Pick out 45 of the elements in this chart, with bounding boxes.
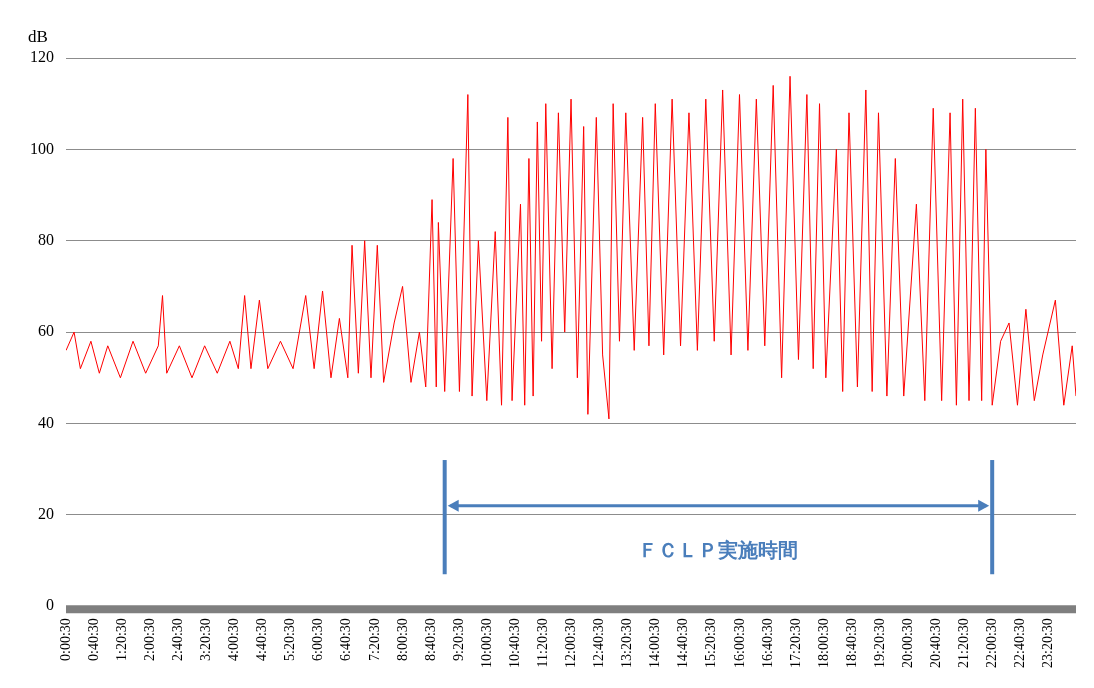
x-tick-label: 5:20:30 [282, 618, 298, 661]
x-tick-label: 14:00:30 [647, 618, 663, 668]
y-tick-label: 120 [30, 48, 54, 66]
annotation: ＦＣＬＰ実施時間 [638, 537, 799, 562]
x-tick-label: 8:40:30 [422, 618, 438, 661]
x-tick-label: 1:20:30 [113, 618, 129, 661]
x-tick-label: 13:20:30 [619, 618, 635, 668]
x-tick-label: 22:00:30 [984, 618, 1000, 668]
y-tick-label: 80 [38, 230, 54, 248]
x-tick-label: 22:40:30 [1012, 618, 1028, 668]
y-tick-label: 0 [46, 596, 54, 614]
x-tick-label: 11:20:30 [534, 618, 550, 668]
x-tick-label: 16:00:30 [731, 618, 747, 668]
x-tick-label: 12:00:30 [563, 618, 579, 668]
x-tick-label: 0:40:30 [85, 618, 101, 661]
x-tick-label: 9:20:30 [450, 618, 466, 661]
x-tick-label: 20:40:30 [928, 618, 944, 668]
x-tick-label: 4:40:30 [254, 618, 270, 661]
y-tick-label: 100 [30, 139, 54, 157]
x-tick-label: 10:00:30 [478, 618, 494, 668]
y-tick-label: 60 [38, 322, 54, 340]
x-tick-label: 6:00:30 [310, 618, 326, 661]
x-tick-label: 19:20:30 [871, 618, 887, 668]
x-tick-label: 14:40:30 [675, 618, 691, 668]
x-tick-label: 15:20:30 [703, 618, 719, 668]
x-tick-label: 20:00:30 [899, 618, 915, 668]
x-tick-label: 6:40:30 [338, 618, 354, 661]
x-tick-label: 18:00:30 [815, 618, 831, 668]
y-axis-title: dB [28, 26, 48, 46]
x-tick-label: 0:00:30 [57, 618, 73, 661]
x-tick-label: 2:40:30 [169, 618, 185, 661]
x-tick-label: 2:00:30 [141, 618, 157, 661]
x-tick-label: 4:00:30 [226, 618, 242, 661]
y-tick-label: 40 [38, 413, 54, 431]
x-tick-label: 7:20:30 [366, 618, 382, 661]
x-tick-label: 21:20:30 [956, 618, 972, 668]
x-tick-label: 10:40:30 [506, 618, 522, 668]
x-tick-label: 17:20:30 [787, 618, 803, 668]
x-tick-label: 12:40:30 [591, 618, 607, 668]
x-tick-label: 23:20:30 [1040, 618, 1056, 668]
x-tick-label: 8:00:30 [394, 618, 410, 661]
x-tick-label: 18:40:30 [843, 618, 859, 668]
y-tick-label: 20 [38, 505, 54, 523]
x-tick-label: 3:20:30 [198, 618, 214, 661]
x-tick-label: 16:40:30 [759, 618, 775, 668]
